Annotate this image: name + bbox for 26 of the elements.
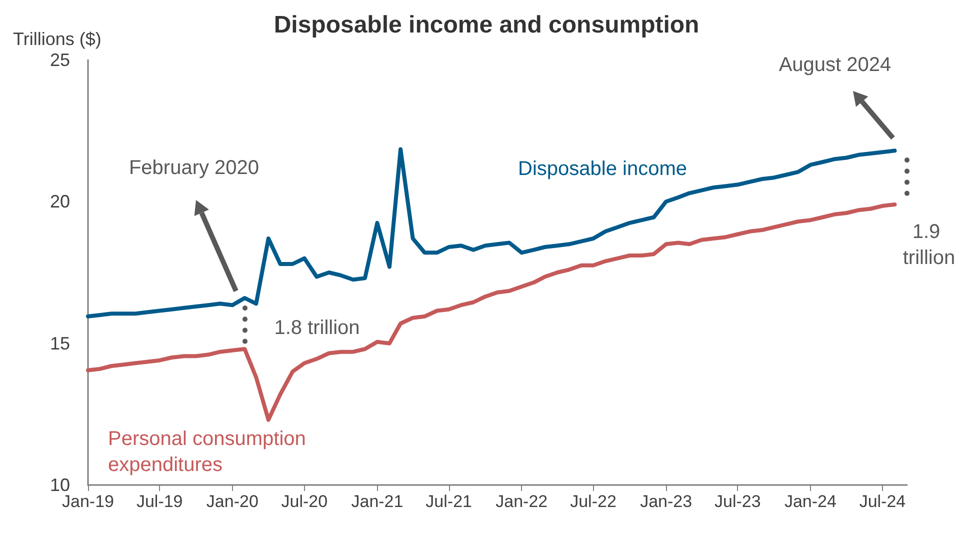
y-axis-title: Trillions ($) bbox=[13, 29, 102, 49]
x-tick-label: Jul-23 bbox=[714, 492, 761, 511]
series-label: Personal consumption expenditures bbox=[108, 428, 312, 476]
annotation: 1.8 trillion bbox=[274, 317, 360, 339]
annotation: February 2020 bbox=[128, 157, 260, 179]
x-tick-label: Jan-23 bbox=[640, 492, 692, 511]
line-series bbox=[86, 147, 897, 318]
x-tick-label: Jul-21 bbox=[426, 492, 472, 511]
y-tick-label: 20 bbox=[50, 192, 70, 212]
annotation: 1.9 trillion bbox=[902, 221, 956, 269]
y-tick-label: 25 bbox=[50, 50, 70, 70]
x-tick-label: Jan-21 bbox=[351, 492, 404, 511]
x-tick-label: Jul-24 bbox=[859, 492, 906, 511]
line-series bbox=[86, 202, 897, 422]
series-label: Disposable income bbox=[518, 158, 687, 180]
y-tick-label: 15 bbox=[50, 333, 70, 354]
x-tick-label: Jan-22 bbox=[496, 492, 548, 511]
x-tick-label: Jan-19 bbox=[62, 492, 114, 511]
chart-title: Disposable income and consumption bbox=[274, 12, 700, 38]
y-tick-label: 10 bbox=[50, 475, 70, 495]
x-tick-label: Jul-20 bbox=[281, 492, 328, 511]
x-tick-label: Jan-24 bbox=[784, 492, 836, 511]
x-tick-label: Jan-20 bbox=[206, 492, 258, 511]
annotation: August 2024 bbox=[778, 54, 892, 76]
x-tick-label: Jul-19 bbox=[136, 492, 183, 511]
x-tick-label: Jul-22 bbox=[570, 492, 616, 511]
